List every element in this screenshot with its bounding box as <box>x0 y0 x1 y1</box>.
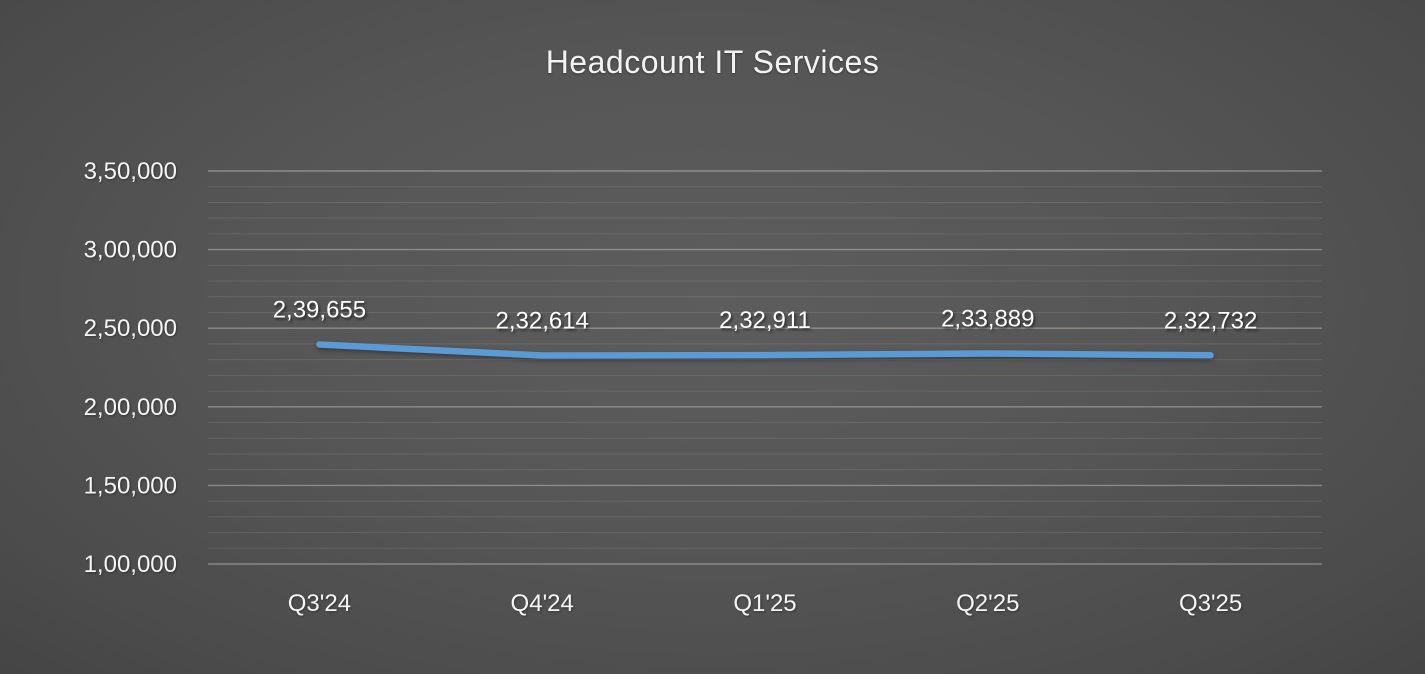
x-axis-tick-label: Q4'24 <box>511 590 574 617</box>
chart-title: Headcount IT Services <box>545 44 880 80</box>
y-axis-tick-label: 3,00,000 <box>84 237 177 264</box>
y-axis-tick-label: 1,50,000 <box>84 472 177 499</box>
data-label: 2,32,732 <box>1164 307 1257 334</box>
x-axis-tick-label: Q3'24 <box>288 590 351 617</box>
x-axis-tick-label: Q3'25 <box>1179 590 1242 617</box>
headcount-series-line <box>316 341 1214 359</box>
y-axis-tick-label: 1,00,000 <box>84 551 177 578</box>
y-axis-tick-label: 3,50,000 <box>84 158 177 185</box>
data-label: 2,32,911 <box>719 307 811 334</box>
data-label: 2,33,889 <box>941 306 1034 333</box>
x-axis-tick-label: Q1'25 <box>733 590 796 617</box>
data-label: 2,39,655 <box>273 296 366 323</box>
y-axis-tick-label: 2,00,000 <box>84 394 177 421</box>
x-axis-tick-label: Q2'25 <box>956 590 1019 617</box>
data-label: 2,32,614 <box>495 308 588 335</box>
y-axis-tick-label: 2,50,000 <box>84 315 177 342</box>
